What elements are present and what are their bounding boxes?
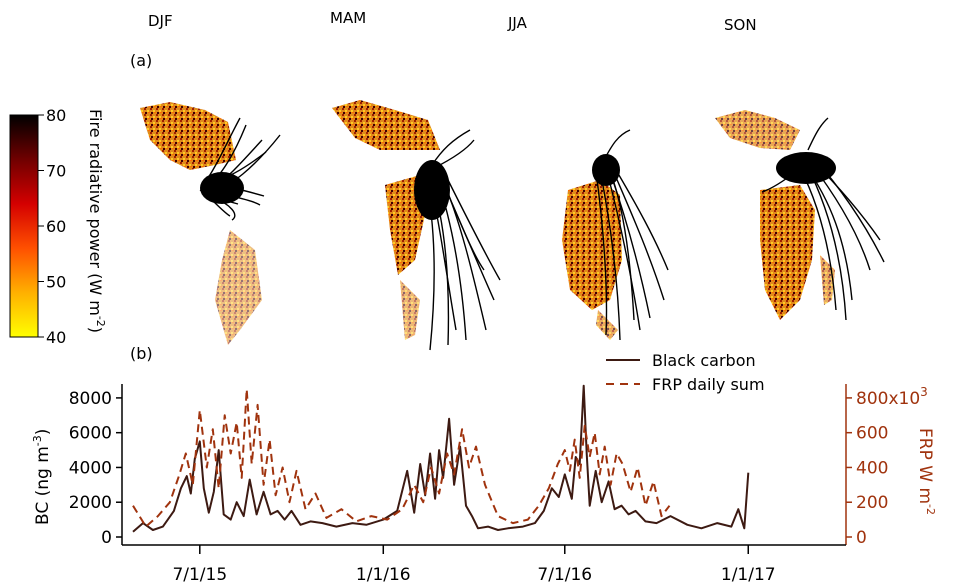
- colorbar-label-exp: -2: [94, 316, 107, 327]
- fire-map-jja: [562, 129, 669, 341]
- bottom-axis-tick-label: 7/1/16: [537, 565, 592, 585]
- trajectory-core-son: [776, 152, 836, 184]
- fire-region-mam-south: [400, 280, 420, 340]
- legend-label-black-carbon: Black carbon: [652, 351, 756, 370]
- right-axis-tick-label: 800x103: [856, 385, 928, 409]
- left-axis-title-exp: -3: [31, 435, 44, 446]
- left-axis-title-main: BC (ng m: [33, 446, 53, 525]
- fire-region-mam-west: [332, 100, 440, 150]
- series-line-frp-daily-sum: [132, 388, 671, 528]
- left-axis-tick-label: 8000: [69, 389, 112, 409]
- left-axis-tick-label: 6000: [69, 424, 112, 444]
- bottom-axis-tick-label: 1/1/17: [721, 565, 776, 585]
- trajectory-core-mam: [414, 160, 450, 220]
- left-axis-tick-label: 4000: [69, 458, 112, 478]
- left-axis-title-close: ): [33, 429, 53, 436]
- right-axis-tick-value: 0: [856, 528, 867, 548]
- colorbar-tick-label: 80: [46, 106, 66, 125]
- colorbar-label-main: Fire radiative power (W m: [86, 109, 105, 316]
- series-line-black-carbon: [132, 384, 750, 533]
- fire-region-djf-west: [140, 102, 236, 170]
- right-axis-tick-label: 0: [856, 528, 867, 548]
- legend: Black carbon FRP daily sum: [606, 351, 765, 394]
- right-axis-title-main: FRP W m: [915, 428, 935, 504]
- season-title-jja: JJA: [507, 14, 528, 32]
- left-axis-tick-label: 0: [101, 528, 112, 548]
- left-axis-title: BC (ng m-3): [31, 429, 53, 525]
- colorbar: 80 70 60 50 40 Fire radiative power (W m-2): [9, 106, 107, 347]
- bottom-axis-tick-label: 7/1/15: [172, 565, 227, 585]
- colorbar-tick-label: 70: [46, 162, 66, 181]
- bottom-axis-tick-label: 1/1/16: [356, 565, 411, 585]
- fire-map-son: [715, 110, 885, 321]
- fire-map-mam: [332, 100, 501, 351]
- right-axis: 0 200 400 600 800x103: [845, 384, 928, 548]
- colorbar-label: Fire radiative power (W m-2): [86, 109, 107, 333]
- colorbar-label-close: ): [86, 327, 105, 333]
- right-axis-title-exp: -2: [924, 504, 937, 515]
- panel-a-label: (a): [130, 51, 152, 70]
- right-axis-tick-exponent: 3: [920, 385, 928, 399]
- fire-map-djf: [140, 102, 281, 345]
- season-title-djf: DJF: [148, 12, 173, 30]
- right-axis-tick-value: 600: [856, 424, 888, 444]
- bottom-axis: 7/1/15 1/1/16 7/1/16 1/1/17: [122, 544, 846, 585]
- fire-region-son-central: [760, 185, 815, 320]
- colorbar-gradient: [9, 114, 39, 338]
- right-axis-tick-value: 400: [856, 458, 888, 478]
- fire-region-son-west: [715, 110, 800, 150]
- right-axis-tick-label: 600: [856, 424, 888, 444]
- right-axis-tick-label: 400: [856, 458, 888, 478]
- right-axis-tick-label: 200: [856, 493, 888, 513]
- fire-region-djf-south: [215, 230, 262, 345]
- right-axis-tick-value: 800x10: [856, 389, 920, 409]
- legend-label-frp: FRP daily sum: [652, 375, 765, 394]
- trajectory-core-jja: [592, 154, 620, 186]
- plot-lines: [132, 384, 750, 533]
- season-title-son: SON: [724, 16, 757, 34]
- colorbar-tick-label: 40: [46, 328, 66, 347]
- time-series-chart: 0 2000 4000 6000 8000 0 200 400 600 800x103 7/1/…: [31, 351, 937, 585]
- colorbar-tick-label: 60: [46, 217, 66, 236]
- colorbar-tick-label: 50: [46, 273, 66, 292]
- fire-region-mam-central: [385, 175, 425, 275]
- panel-b-label: (b): [130, 344, 153, 363]
- right-axis-tick-value: 200: [856, 493, 888, 513]
- left-axis: 0 2000 4000 6000 8000: [69, 384, 123, 548]
- season-title-mam: MAM: [330, 9, 366, 27]
- colorbar-ticks: 80 70 60 50 40: [38, 106, 66, 347]
- right-axis-title: FRP W m-2: [915, 428, 937, 515]
- left-axis-tick-label: 2000: [69, 493, 112, 513]
- trajectory-core-djf: [200, 172, 244, 204]
